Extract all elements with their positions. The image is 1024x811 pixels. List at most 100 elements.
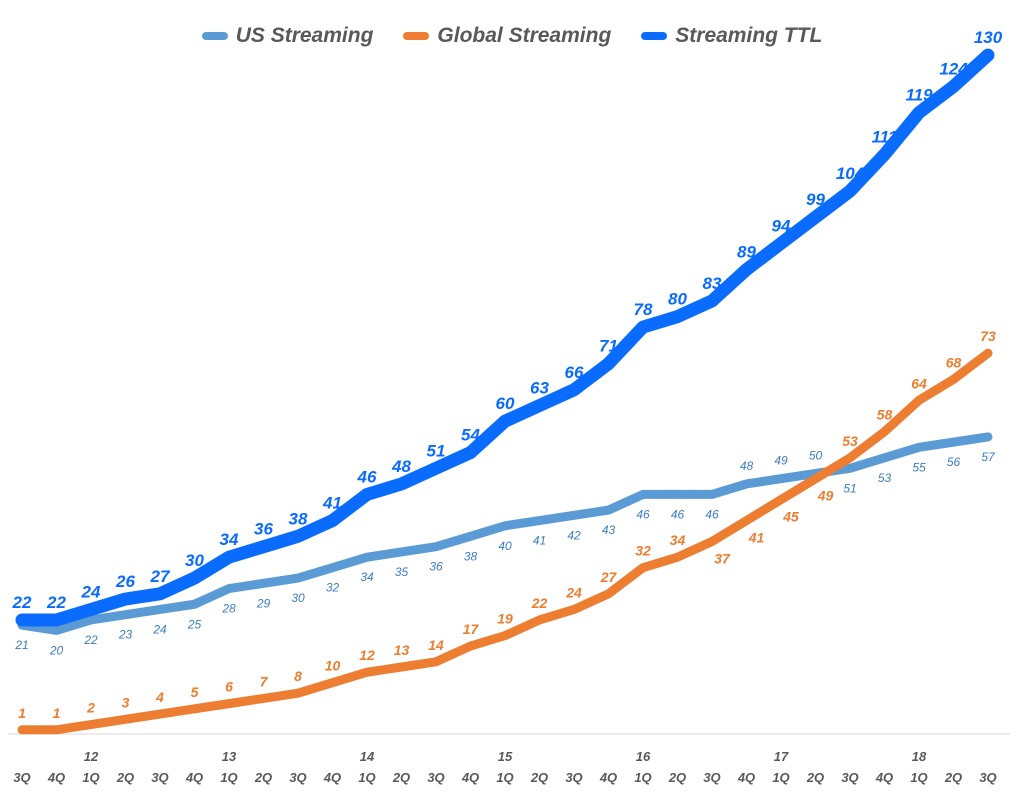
data-label: 80 [668, 290, 687, 309]
data-label: 71 [599, 337, 618, 356]
data-label: 35 [395, 565, 409, 579]
x-tick-label: 3Q [427, 770, 444, 785]
data-label: 36 [254, 520, 273, 539]
data-label: 7 [260, 673, 269, 689]
data-label: 1 [18, 705, 26, 721]
data-label: 48 [740, 459, 754, 473]
data-label: 41 [748, 530, 765, 546]
data-label: 28 [221, 602, 236, 616]
x-tick-label: 1Q [910, 770, 927, 785]
series-line-global-streaming [17, 348, 993, 735]
data-label: 49 [817, 488, 834, 504]
data-label: 4 [155, 689, 164, 705]
x-tick-label: 2Q [530, 770, 548, 785]
data-label: 12 [359, 647, 375, 663]
data-label: 53 [842, 433, 858, 449]
x-tick-label: 3Q [13, 770, 30, 785]
x-tick-label: 3Q [289, 770, 306, 785]
data-label: 53 [878, 471, 892, 485]
data-label: 13 [394, 642, 410, 658]
data-label: 24 [81, 582, 101, 601]
x-year-label: 14 [360, 749, 375, 764]
data-label: 42 [567, 528, 581, 542]
series-line-streaming-ttl [15, 48, 995, 627]
data-label: 46 [357, 467, 377, 486]
data-label: 46 [671, 507, 685, 521]
x-tick-label: 2Q [668, 770, 686, 785]
data-label: 34 [220, 530, 239, 549]
data-label: 78 [634, 300, 653, 319]
legend-item-global: Global Streaming [403, 24, 611, 48]
data-label: 24 [565, 584, 582, 600]
data-label: 111 [872, 127, 898, 146]
data-label: 22 [46, 593, 66, 612]
data-label: 94 [772, 216, 791, 235]
x-tick-label: 4Q [185, 770, 203, 785]
x-tick-label: 3Q [565, 770, 582, 785]
data-label: 73 [980, 328, 996, 344]
x-year-label: 17 [774, 749, 789, 764]
x-tick-label: 1Q [358, 770, 375, 785]
data-label: 54 [461, 426, 480, 445]
data-label: 41 [533, 534, 546, 548]
data-label: 40 [498, 539, 512, 553]
data-label: 60 [496, 394, 515, 413]
data-label: 41 [322, 494, 342, 513]
data-label: 8 [294, 668, 302, 684]
data-label: 63 [530, 379, 549, 398]
x-tick-label: 2Q [116, 770, 134, 785]
data-label: 17 [463, 621, 480, 637]
x-tick-label: 2Q [806, 770, 824, 785]
data-label: 68 [946, 354, 962, 370]
data-label: 51 [843, 481, 856, 495]
x-tick-label: 3Q [151, 770, 168, 785]
data-label: 6 [225, 679, 233, 695]
data-label: 119 [905, 86, 933, 105]
data-label: 49 [774, 454, 788, 468]
legend-item-us: US Streaming [201, 24, 374, 48]
x-tick-label: 2Q [254, 770, 272, 785]
data-label: 23 [118, 628, 133, 642]
data-label: 51 [427, 441, 446, 460]
x-tick-label: 3Q [841, 770, 858, 785]
data-label: 32 [635, 543, 651, 559]
data-label: 83 [703, 274, 722, 293]
data-label: 27 [600, 569, 618, 585]
data-label: 22 [531, 595, 548, 611]
data-label: 10 [325, 658, 341, 674]
x-tick-label: 4Q [875, 770, 893, 785]
x-tick-label: 4Q [47, 770, 65, 785]
data-label: 5 [191, 684, 199, 700]
x-tick-label: 4Q [737, 770, 755, 785]
data-label: 22 [83, 633, 98, 647]
legend-label: US Streaming [235, 24, 374, 47]
x-tick-label: 1Q [496, 770, 513, 785]
data-label: 34 [360, 570, 374, 584]
data-label: 25 [187, 617, 202, 631]
x-tick-label: 1Q [634, 770, 651, 785]
x-year-label: 12 [84, 749, 99, 764]
legend-swatch [641, 32, 668, 40]
legend-label: Global Streaming [437, 24, 612, 47]
data-label: 22 [12, 593, 32, 612]
data-label: 2 [86, 700, 95, 716]
x-year-label: 18 [912, 749, 927, 764]
data-label: 55 [912, 460, 926, 474]
data-label: 30 [185, 551, 204, 570]
data-label: 30 [291, 591, 305, 605]
data-label: 1 [53, 705, 61, 721]
x-year-label: 13 [222, 749, 237, 764]
x-tick-label: 4Q [599, 770, 617, 785]
data-label: 14 [428, 637, 444, 653]
data-label: 57 [981, 450, 996, 464]
data-label: 130 [974, 28, 1003, 47]
legend-item-ttl: Streaming TTL [641, 24, 822, 48]
x-tick-label: 1Q [772, 770, 789, 785]
data-label: 36 [429, 560, 443, 574]
data-label: 46 [636, 507, 650, 521]
x-tick-label: 3Q [703, 770, 720, 785]
data-label: 66 [565, 363, 584, 382]
x-tick-label: 1Q [220, 770, 237, 785]
data-label: 58 [877, 407, 893, 423]
